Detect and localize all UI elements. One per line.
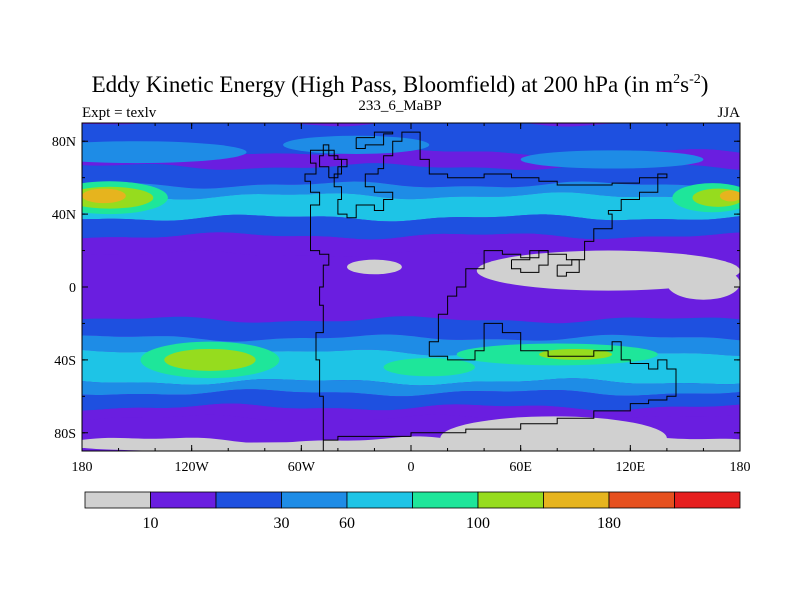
colorbar-swatch-7 xyxy=(543,491,610,509)
colorbar-swatch-0 xyxy=(84,491,151,509)
contour-hotspot-10 xyxy=(383,358,475,377)
colorbar: 10 30 60 100 180 xyxy=(84,491,741,532)
continent-outline-1 xyxy=(319,149,348,179)
chart-title: Eddy Kinetic Energy (High Pass, Bloomfie… xyxy=(92,72,709,97)
continent-outline-0 xyxy=(304,131,677,451)
title-sup-2: -2 xyxy=(689,72,701,87)
below-threshold-region-2 xyxy=(666,266,740,300)
colorbar-swatch-6 xyxy=(477,491,544,509)
x-tick-label-4: 60E xyxy=(509,460,532,475)
axes: 180 120W 60W 0 60E 120E 180 80N 40N 0 40S 80S xyxy=(52,123,751,475)
contour-band-4 xyxy=(82,192,740,222)
colorbar-swatch-1 xyxy=(150,491,217,509)
contour-band-3 xyxy=(82,181,740,200)
colorbar-label-4: 180 xyxy=(597,515,621,532)
contour-band-8 xyxy=(82,316,740,342)
title-sup-1: 2 xyxy=(673,72,680,87)
continent-outline-2 xyxy=(355,131,394,149)
x-tick-label-0: 180 xyxy=(72,460,93,475)
title-text: Eddy Kinetic Energy (High Pass, Bloomfie… xyxy=(92,72,674,97)
contour-band-11 xyxy=(82,378,740,397)
title-unit-s: s xyxy=(680,72,689,97)
contour-hotspot-12 xyxy=(520,150,704,169)
subtitle-right: JJA xyxy=(717,105,740,121)
contour-hotspot-11 xyxy=(82,141,247,164)
colorbar-swatch-4 xyxy=(346,491,413,509)
x-tick-label-5: 120E xyxy=(616,460,646,475)
y-tick-label-0: 80N xyxy=(52,135,76,150)
y-tick-label-4: 80S xyxy=(54,427,76,442)
continent-outlines xyxy=(304,131,677,451)
colorbar-swatch-3 xyxy=(281,491,348,509)
subtitle-center: 233_6_MaBP xyxy=(358,98,441,114)
x-tick-label-3: 0 xyxy=(408,460,415,475)
colorbar-label-3: 100 xyxy=(466,515,490,532)
colorbar-swatch-5 xyxy=(412,491,479,509)
y-tick-label-2: 0 xyxy=(69,281,76,296)
colorbar-swatch-2 xyxy=(215,491,282,509)
x-tick-label-2: 60W xyxy=(288,460,316,475)
y-tick-label-1: 40N xyxy=(52,208,76,223)
subtitle-left: Expt = texlv xyxy=(82,105,157,121)
contour-hotspot-7 xyxy=(164,348,256,371)
title-close: ) xyxy=(701,72,709,97)
map-plot-area xyxy=(82,123,740,451)
continent-outline-4 xyxy=(556,259,580,277)
contour-band-5 xyxy=(82,214,740,240)
below-threshold-region-0 xyxy=(347,259,402,275)
colorbar-swatch-8 xyxy=(608,491,675,509)
below-threshold-regions xyxy=(82,250,740,451)
contour-hotspots xyxy=(82,135,740,379)
colorbar-label-0: 10 xyxy=(143,515,159,532)
colorbar-swatch-9 xyxy=(674,491,741,509)
continent-outline-3 xyxy=(511,250,549,273)
colorbar-label-2: 60 xyxy=(339,515,355,532)
below-threshold-region-3 xyxy=(440,416,667,451)
x-tick-label-1: 120W xyxy=(175,460,210,475)
colorbar-label-1: 30 xyxy=(274,515,290,532)
contour-hotspot-5 xyxy=(719,190,740,202)
y-tick-label-3: 40S xyxy=(54,354,76,369)
x-tick-label-6: 180 xyxy=(730,460,751,475)
contour-hotspot-2 xyxy=(82,188,126,204)
contour-band-12 xyxy=(82,389,740,411)
contour-band-2 xyxy=(82,163,740,189)
